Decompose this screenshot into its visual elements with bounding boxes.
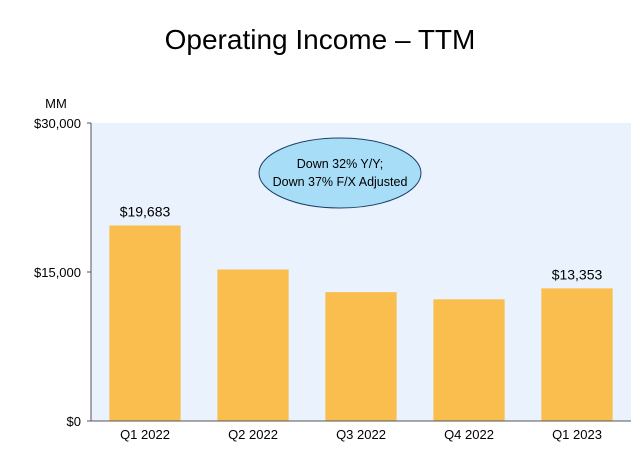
annotation-callout: Down 32% Y/Y; Down 37% F/X Adjusted (258, 137, 422, 209)
x-tick-label: Q1 2023 (552, 427, 602, 442)
bar (325, 292, 397, 421)
bar-group (109, 225, 613, 421)
data-label: $13,353 (552, 266, 603, 282)
x-tick-label: Q3 2022 (336, 427, 386, 442)
bar (541, 288, 613, 421)
chart-title: Operating Income – TTM (164, 24, 476, 55)
y-tick-label: $0 (67, 414, 81, 429)
annotation-ellipse (258, 137, 422, 209)
bar (109, 225, 181, 421)
x-tick-label: Q2 2022 (228, 427, 278, 442)
data-labels: $19,683 $13,353 (120, 203, 603, 282)
data-label: $19,683 (120, 203, 171, 219)
y-tick-label: $15,000 (34, 265, 81, 280)
bar (217, 269, 289, 421)
x-tick-label: Q1 2022 (120, 427, 170, 442)
x-axis-ticks: Q1 2022 Q2 2022 Q3 2022 Q4 2022 Q1 2023 (120, 427, 602, 442)
annotation-line-2: Down 37% F/X Adjusted (273, 175, 408, 189)
unit-label: MM (45, 96, 67, 111)
bar (433, 299, 505, 421)
annotation-line-1: Down 32% Y/Y; (297, 157, 384, 171)
y-tick-label: $30,000 (34, 116, 81, 131)
y-axis-ticks: $0 $15,000 $30,000 (34, 116, 91, 429)
x-tick-label: Q4 2022 (444, 427, 494, 442)
